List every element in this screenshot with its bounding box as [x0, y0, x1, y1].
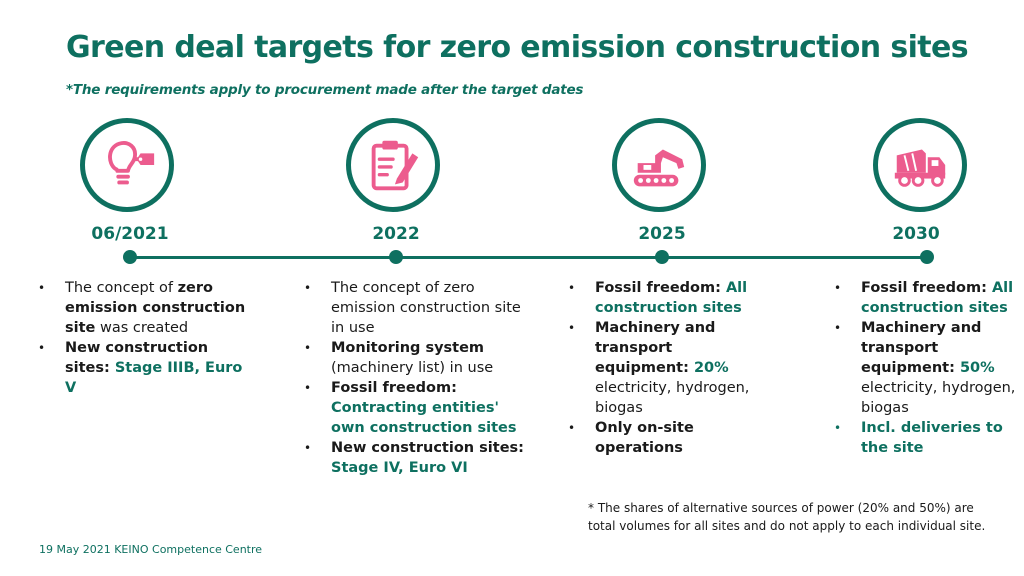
milestone-icon-circle — [612, 118, 706, 212]
list-item: Fossil freedom: All construction sites — [834, 278, 1018, 318]
milestone-year: 2030 — [892, 224, 940, 244]
clipboard-pencil-icon — [371, 140, 419, 191]
timeline-dot — [123, 250, 137, 264]
milestone-icon-circle — [873, 118, 967, 212]
excavator-icon — [633, 149, 685, 187]
cement-truck-icon — [894, 149, 946, 187]
milestone-year: 2025 — [638, 224, 686, 244]
milestone-details: Fossil freedom: All construction sites M… — [568, 278, 768, 458]
milestone-icon-circle — [80, 118, 174, 212]
list-item: The concept of zero emission constructio… — [304, 278, 524, 338]
timeline-line — [130, 256, 926, 259]
list-item: Machinery and transport equipment: 20% e… — [568, 318, 768, 418]
timeline-dot — [655, 250, 669, 264]
milestone-details: The concept of zero emission constructio… — [304, 278, 524, 478]
list-item: New construction sites: Stage IIIB, Euro… — [38, 338, 248, 398]
list-item: Incl. deliveries to the site — [834, 418, 1018, 458]
milestone-details: Fossil freedom: All construction sites M… — [834, 278, 1018, 458]
list-item: Fossil freedom: Contracting entities' ow… — [304, 378, 524, 438]
milestone-year: 06/2021 — [91, 224, 169, 244]
milestone-details: The concept of zero emission constructio… — [38, 278, 248, 398]
milestone-year: 2022 — [372, 224, 420, 244]
list-item: Only on-site operations — [568, 418, 768, 458]
page-title: Green deal targets for zero emission con… — [66, 30, 969, 65]
page-subtitle: *The requirements apply to procurement m… — [66, 82, 584, 98]
timeline-dot — [920, 250, 934, 264]
lightbulb-tag-icon — [108, 141, 155, 185]
list-item: New construction sites: Stage IV, Euro V… — [304, 438, 524, 478]
list-item: Fossil freedom: All construction sites — [568, 278, 768, 318]
list-item: Monitoring system (machinery list) in us… — [304, 338, 524, 378]
list-item: Machinery and transport equipment: 50% e… — [834, 318, 1018, 418]
footer-text: 19 May 2021 KEINO Competence Centre — [39, 543, 263, 556]
milestone-icon-circle — [346, 118, 440, 212]
list-item: The concept of zero emission constructio… — [38, 278, 248, 338]
timeline-dot — [389, 250, 403, 264]
footnote: * The shares of alternative sources of p… — [588, 501, 986, 533]
